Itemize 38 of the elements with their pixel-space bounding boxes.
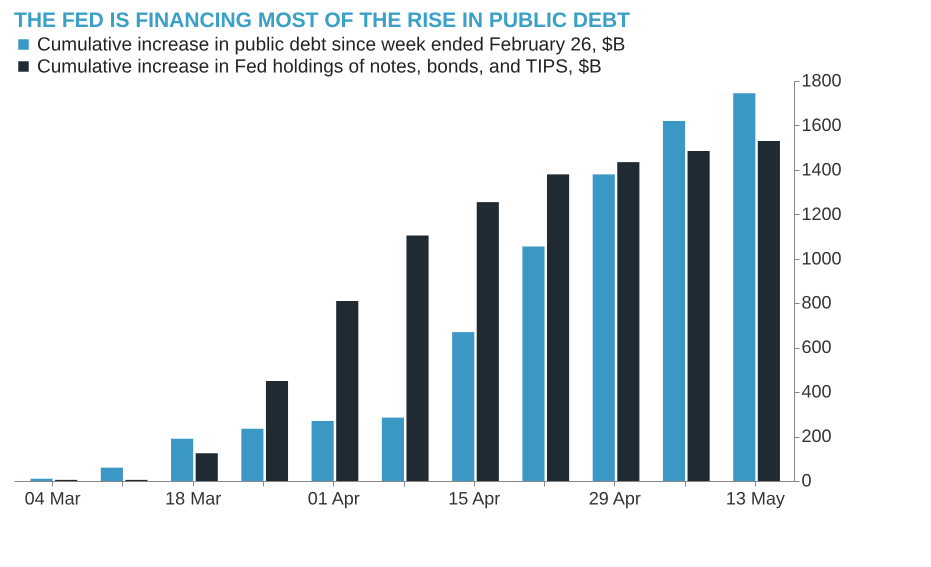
bar	[171, 438, 194, 481]
chart-title: THE FED IS FINANCING MOST OF THE RISE IN PUBLIC DEBT	[14, 9, 630, 32]
legend-label: Cumulative increase in public debt since week ended February 26, $B	[37, 34, 626, 56]
bar	[522, 246, 545, 481]
bar	[266, 381, 288, 481]
bar	[100, 468, 123, 481]
y-tick-label: 600	[802, 337, 832, 358]
bar	[547, 174, 570, 481]
bar	[592, 174, 615, 481]
bar	[452, 332, 474, 481]
bar	[476, 202, 499, 481]
bar	[758, 141, 780, 481]
y-tick-label: 400	[802, 382, 832, 402]
bar	[406, 235, 429, 481]
x-tick-label: 01 Apr	[308, 488, 360, 508]
bar	[196, 453, 218, 481]
x-tick-label: 29 Apr	[588, 488, 641, 508]
bar	[382, 418, 404, 481]
bar	[312, 421, 334, 481]
bar	[688, 151, 710, 481]
bar	[733, 93, 756, 481]
y-tick-label: 200	[802, 426, 832, 446]
bar	[662, 121, 686, 481]
y-tick-label: 1000	[802, 248, 842, 268]
y-tick-label: 1400	[802, 159, 842, 180]
y-tick-label: 1200	[802, 204, 842, 224]
bar	[241, 428, 264, 481]
x-tick-label: 13 May	[726, 488, 785, 508]
y-tick-label: 1600	[802, 114, 842, 135]
legend-label: Cumulative increase in Fed holdings of notes, bonds, and TIPS, $B	[37, 56, 602, 78]
x-tick-label: 18 Mar	[165, 488, 222, 508]
y-tick-label: 800	[802, 292, 832, 313]
y-tick-label: 1800	[802, 70, 842, 90]
y-tick-label: 0	[802, 470, 812, 490]
bar	[336, 301, 358, 481]
bar	[617, 162, 640, 481]
x-tick-label: 04 Mar	[24, 488, 81, 508]
x-tick-label: 15 Apr	[448, 488, 500, 508]
